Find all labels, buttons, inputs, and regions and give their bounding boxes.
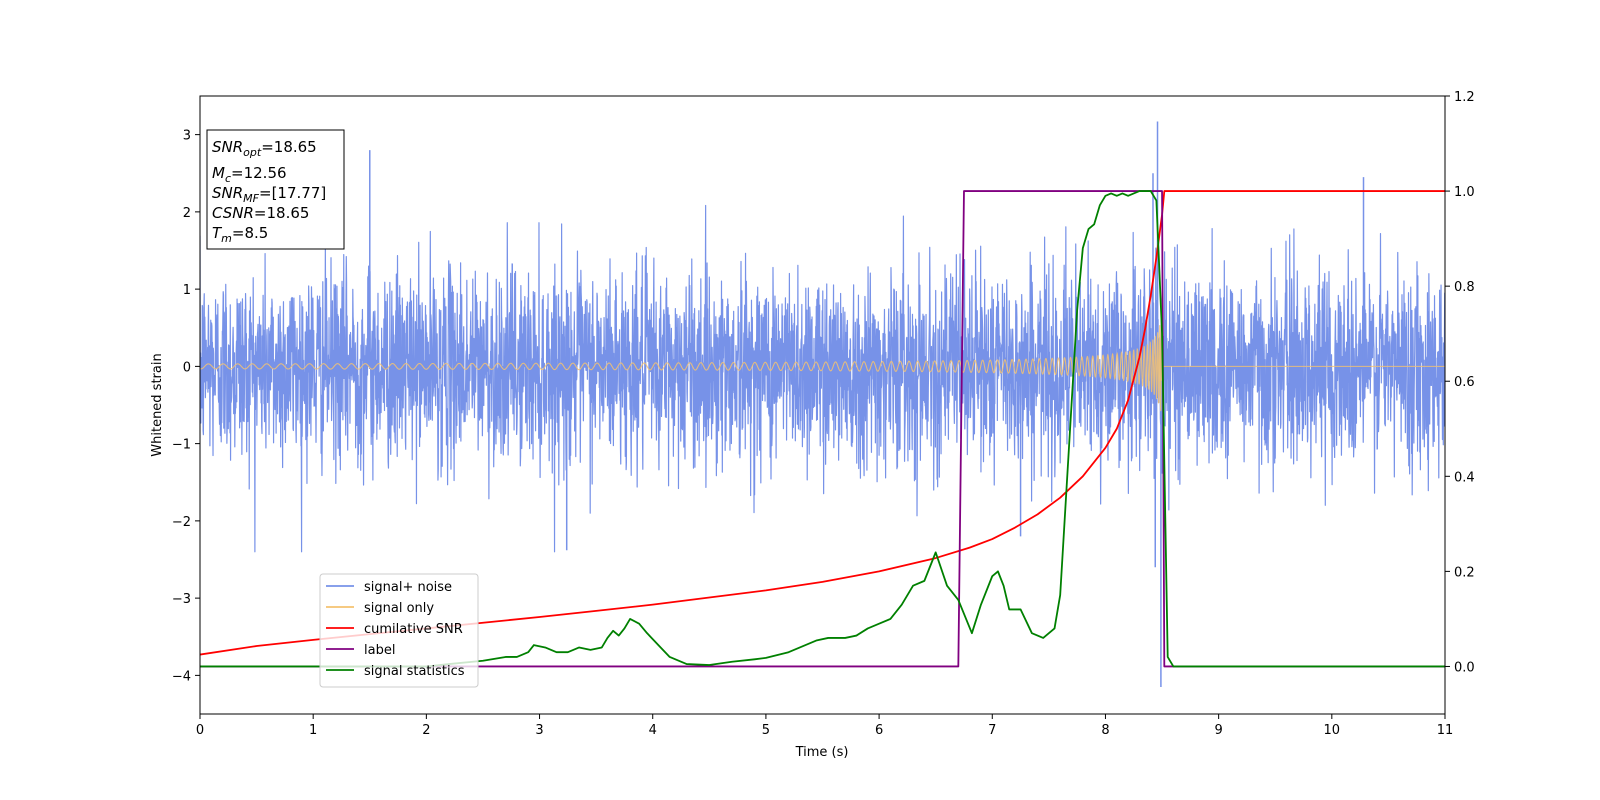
legend-label-2: cumilative SNR [364, 622, 463, 637]
y2-tick-label-0: 0.0 [1454, 660, 1475, 675]
x-tick-label-3: 3 [535, 723, 543, 738]
x-tick-label-0: 0 [196, 723, 204, 738]
series-signal-statistics-line [200, 190, 1445, 668]
x-tick-label-7: 7 [988, 723, 996, 738]
info-snr-opt-main: SNR [212, 138, 243, 156]
axis-ticks: 0 1 2 3 4 5 6 7 8 9 10 11 −4 −3 −2 −1 0 1 2 3 0.0 0.2 0.4 0.6 0.… [172, 90, 1475, 738]
x-axis-label: Time (s) [795, 745, 849, 760]
y-tick-label-6: 2 [183, 206, 191, 221]
info-mc-main: M [212, 164, 225, 182]
legend-frame [319, 573, 479, 688]
x-tick-label-4: 4 [649, 723, 657, 738]
info-mc-sub: c [225, 172, 231, 185]
y-tick-label-2: −2 [172, 515, 191, 530]
x-tick-label-5: 5 [762, 723, 770, 738]
x-tick-label-9: 9 [1214, 723, 1222, 738]
legend-label-3: label [364, 643, 395, 658]
info-tm-main: T [212, 224, 223, 242]
legend-label-0: signal+ noise [364, 580, 452, 595]
y2-tick-label-1: 0.2 [1454, 565, 1475, 580]
info-csnr: CSNR=18.65 [212, 204, 309, 222]
info-tm: Tm=8.5 [212, 224, 268, 245]
y-tick-label-7: 3 [183, 129, 191, 144]
legend: signal+ noise signal only cumilative SNR la… [319, 573, 479, 688]
info-snr-opt-value: =18.65 [261, 138, 317, 156]
x-tick-label-8: 8 [1101, 723, 1109, 738]
y2-tick-label-5: 1.0 [1454, 185, 1475, 200]
legend-label-1: signal only [364, 601, 434, 616]
info-snr-mf-sub: MF [243, 192, 259, 205]
y2-tick-label-6: 1.2 [1454, 90, 1475, 105]
y-axis-label: Whitened strain [150, 353, 165, 456]
info-mc-value: =12.56 [231, 164, 287, 182]
info-snr-mf-main: SNR [212, 184, 243, 202]
info-mc: Mc=12.56 [212, 164, 287, 185]
x-tick-label-6: 6 [875, 723, 883, 738]
y-tick-label-0: −4 [172, 669, 191, 684]
y2-tick-label-2: 0.4 [1454, 470, 1475, 485]
series-signal-only-line [200, 315, 1445, 412]
info-csnr-main: CSNR [212, 204, 254, 222]
y-tick-label-1: −3 [172, 592, 191, 607]
info-snr-mf: SNRMF=[17.77] [212, 184, 326, 205]
info-tm-sub: m [221, 232, 232, 245]
legend-label-4: signal statistics [364, 664, 465, 679]
y2-tick-label-4: 0.8 [1454, 280, 1475, 295]
y-tick-label-5: 1 [183, 283, 191, 298]
x-tick-label-10: 10 [1324, 723, 1341, 738]
y2-tick-label-3: 0.6 [1454, 375, 1475, 390]
info-box: SNRopt=18.65 Mc=12.56 SNRMF=[17.77] CSNR… [206, 129, 345, 250]
info-snr-mf-value: =[17.77] [259, 184, 326, 202]
x-tick-label-11: 11 [1437, 723, 1454, 738]
axes-frame [199, 95, 1446, 715]
info-tm-value: =8.5 [232, 224, 268, 242]
y-tick-label-3: −1 [172, 438, 191, 453]
info-box-frame [206, 129, 345, 250]
info-csnr-value: =18.65 [254, 204, 310, 222]
info-snr-opt-sub: opt [243, 146, 262, 159]
info-snr-opt: SNRopt=18.65 [212, 138, 317, 159]
x-tick-label-1: 1 [309, 723, 317, 738]
x-tick-label-2: 2 [422, 723, 430, 738]
y-tick-label-4: 0 [183, 360, 191, 375]
